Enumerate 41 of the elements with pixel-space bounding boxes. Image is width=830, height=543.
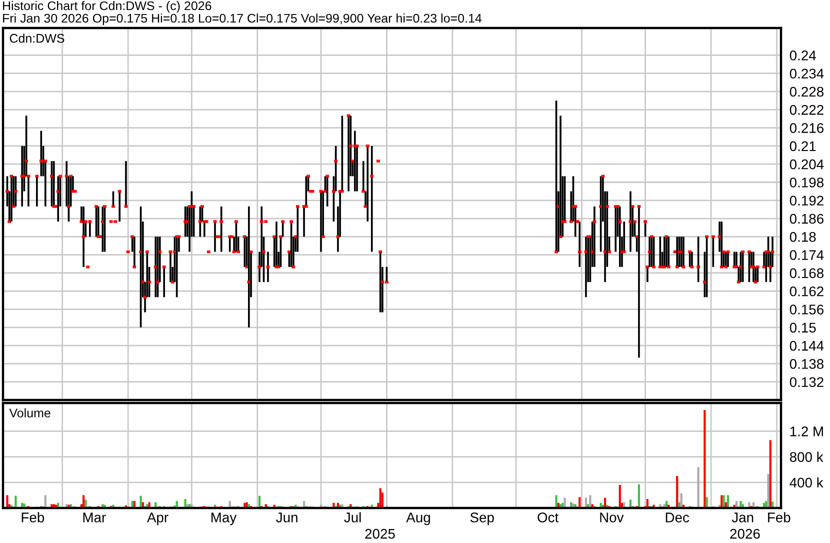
x-tick-label: Nov	[600, 512, 624, 522]
x-tick-label: Jul	[344, 512, 361, 522]
x-tick-label: Aug	[406, 512, 430, 526]
text: 2025	[365, 528, 395, 539]
y-tick-label: 0.168	[790, 268, 824, 278]
y-tick-label: 0.222	[790, 104, 824, 115]
x-tick-label: Oct	[538, 512, 559, 522]
y-tick-label: 0.18	[790, 232, 816, 242]
y-tick-label: 0.24	[790, 50, 816, 60]
y-tick-label: 1.2 M	[790, 426, 823, 436]
x-tick-label: Jan	[732, 512, 754, 522]
y-tick-label: 400 k	[790, 477, 824, 488]
y-tick-label: 0.21	[790, 141, 816, 152]
y-tick-label: 0.132	[790, 377, 824, 388]
y-tick-label: 800 k	[790, 452, 824, 462]
y-tick-label: 0.162	[790, 286, 824, 296]
y-tick-label: 0.15	[790, 322, 816, 333]
x-tick-label: Sep	[470, 512, 494, 526]
x-tick-label: Feb	[768, 512, 790, 522]
y-tick-label: 0.198	[790, 178, 824, 188]
chart-subtitle: Fri Jan 30 2026 Op=0.175 Hi=0.18 Lo=0.17 Cl=0.175 Vol=99,900 Year hi=0.23 lo=0.14	[3, 14, 482, 26]
x-tick-label: Mar	[83, 512, 106, 522]
chart-title: Historic Chart for Cdn:DWS - (c) 2026	[3, 1, 212, 13]
x-tick-label: Dec	[666, 512, 690, 522]
y-tick-label: 0.228	[790, 86, 824, 97]
x-tick-label: May	[211, 512, 237, 526]
y-tick-label: 0.216	[790, 123, 824, 133]
x-tick-label: Jun	[276, 512, 298, 522]
y-tick-label: 0.204	[790, 159, 824, 170]
y-tick-label: 0.138	[790, 359, 824, 369]
text: 2026	[730, 528, 760, 539]
annotation: Cdn:DWS	[10, 34, 64, 43]
x-tick-label: Feb	[22, 512, 44, 522]
y-tick-label: 0.144	[790, 340, 824, 351]
y-tick-label: 0.234	[790, 68, 824, 79]
y-tick-label: 0.192	[790, 196, 824, 206]
y-tick-label: 0.156	[790, 304, 824, 314]
y-tick-label: 0.174	[790, 250, 824, 260]
chart-title: Volume	[9, 408, 50, 418]
y-tick-label: 0.186	[790, 214, 824, 224]
x-tick-label: Apr	[146, 512, 168, 526]
